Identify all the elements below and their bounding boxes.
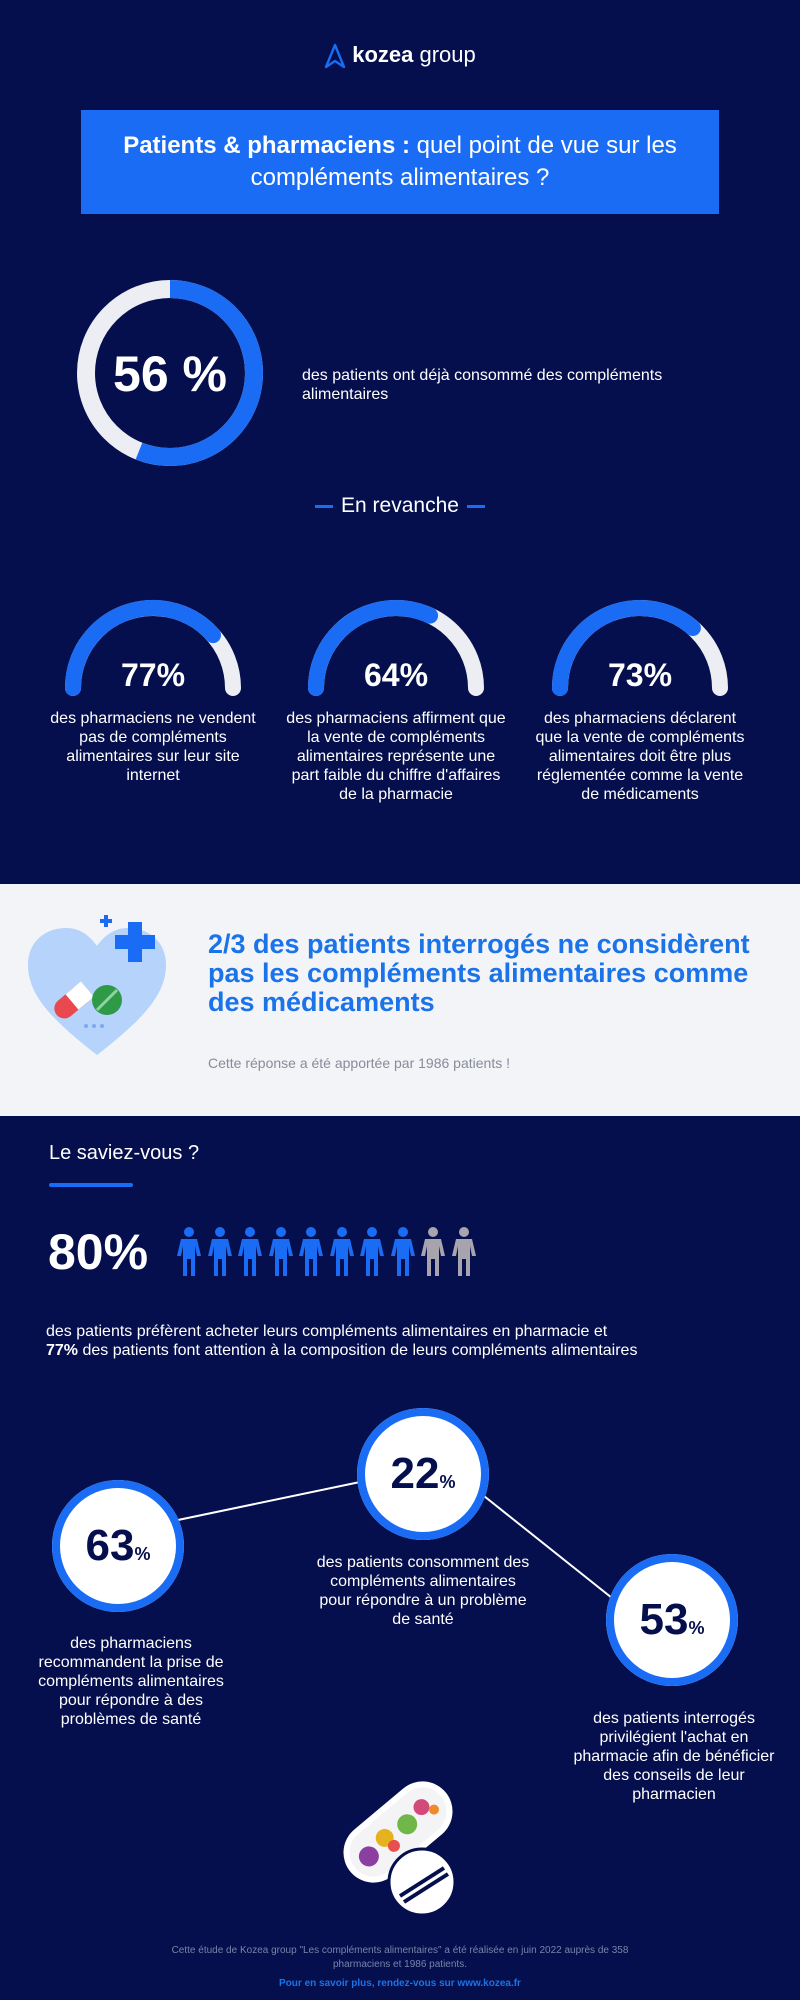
stat-circle-22: 22% xyxy=(357,1408,489,1540)
stat-circle-63-text: des pharmaciens recommandent la prise de… xyxy=(38,1635,224,1728)
person-icon-highlight xyxy=(360,1227,384,1276)
title-rest: quel point de vue sur les compléments al… xyxy=(250,132,677,191)
donut-arc xyxy=(77,280,263,466)
logo-icon xyxy=(325,43,346,69)
gauge-fill xyxy=(308,600,439,696)
revanche-label: En revanche xyxy=(341,494,459,517)
people-pictogram xyxy=(176,1226,481,1283)
intro-donut: 56 % xyxy=(77,280,263,466)
stat-circle-63: 63% xyxy=(52,1480,184,1612)
stat-circle-22-value: 22% xyxy=(390,1449,456,1498)
stat-circle-53: 53% xyxy=(606,1554,738,1686)
gauge-text: des pharmaciens affirment que la vente d… xyxy=(286,710,506,803)
gauge-3: 73% xyxy=(552,600,728,696)
person-icon xyxy=(421,1227,445,1276)
stat-circle-63-value: 63% xyxy=(85,1521,151,1570)
gauge-value: 77% xyxy=(121,657,185,693)
saviez-underline xyxy=(49,1183,133,1187)
saviez-text-line1: des patients préfèrent acheter leurs com… xyxy=(46,1323,608,1340)
connector-line-left xyxy=(177,1481,361,1521)
saviez-text-line2: des patients font attention à la composi… xyxy=(78,1342,638,1359)
dash-right xyxy=(466,504,485,508)
stat-circle-53-text: des patients interrogés privilégient l'a… xyxy=(573,1710,775,1803)
saviez-value: 80% xyxy=(48,1224,149,1280)
heart-pill-icon xyxy=(28,915,166,1055)
person-icon xyxy=(451,1227,476,1276)
gauge-2: 64% xyxy=(308,600,484,696)
gauge-value: 73% xyxy=(608,657,672,693)
person-icon-highlight xyxy=(329,1227,354,1276)
brand-name-rest: group xyxy=(413,42,476,67)
gauge-text: des pharmaciens ne vendent pas de complé… xyxy=(50,710,256,784)
dash-left xyxy=(315,504,334,508)
person-icon-highlight xyxy=(299,1227,323,1276)
person-icon-highlight xyxy=(207,1227,232,1276)
person-icon-highlight xyxy=(238,1227,262,1276)
brand-name-bold: kozea xyxy=(352,42,414,67)
highlight-title: 2/3 des patients interrogés ne considère… xyxy=(208,929,750,1017)
stat-circle-22-text: des patients consomment des compléments … xyxy=(316,1554,530,1628)
connector-lines xyxy=(177,1481,613,1599)
person-icon-highlight xyxy=(177,1227,201,1276)
person-icon-highlight xyxy=(390,1227,415,1276)
footer-note: Cette étude de Kozea group "Les compléme… xyxy=(171,1945,629,1970)
title-bold: Patients & pharmaciens : xyxy=(123,132,410,159)
intro-value: 56 % xyxy=(113,346,227,402)
gauge-text: des pharmaciens déclarent que la vente d… xyxy=(535,710,745,803)
page-title: Patients & pharmaciens : quel point de v… xyxy=(81,110,719,214)
person-icon-highlight xyxy=(268,1227,293,1276)
intro-text: des patients ont déjà consommé des compl… xyxy=(302,367,663,403)
saviez-heading: Le saviez-vous ? xyxy=(49,1142,200,1164)
saviez-text-bold: 77% xyxy=(46,1342,79,1359)
highlight-note: Cette réponse a été apportée par 1986 pa… xyxy=(208,1055,510,1071)
saviez-text: des patients préfèrent acheter leurs com… xyxy=(46,1322,766,1360)
brand-logo: kozea group xyxy=(0,42,800,69)
gauge-1: 77% xyxy=(65,600,241,696)
gauge-fill xyxy=(65,600,222,696)
connector-line-right xyxy=(483,1495,613,1599)
pillbox-illustration xyxy=(343,1781,457,1917)
revanche-divider: En revanche xyxy=(0,494,800,518)
gauge-value: 64% xyxy=(364,657,428,693)
footer-link[interactable]: Pour en savoir plus, rendez-vous sur www… xyxy=(279,1978,521,1989)
gauge-fill xyxy=(552,600,701,696)
stat-circle-53-value: 53% xyxy=(639,1595,705,1644)
